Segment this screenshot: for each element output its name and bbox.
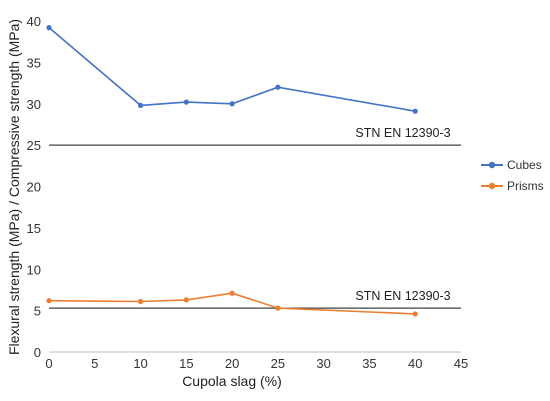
- x-tick-label: 10: [133, 356, 147, 371]
- y-tick-label: 0: [34, 345, 41, 360]
- y-axis-ticks: 0 5 10 15 20 25 30 35 40: [27, 14, 41, 360]
- series-line: [48, 26, 416, 112]
- y-axis-title: Flexural strength (MPa) / Compressive st…: [6, 19, 22, 355]
- data-point: [137, 298, 144, 305]
- x-tick-label: 5: [91, 356, 98, 371]
- data-point: [275, 84, 281, 90]
- y-tick-label: 10: [27, 262, 41, 277]
- series-line: [48, 292, 416, 315]
- x-tick-label: 45: [454, 356, 468, 371]
- legend-label: Prisms: [507, 179, 544, 193]
- y-tick-label: 30: [27, 97, 41, 112]
- legend-label: Cubes: [507, 158, 542, 172]
- reference-line-label: STN EN 12390-3: [355, 126, 450, 140]
- x-axis-title: Cupola slag (%): [182, 373, 282, 389]
- data-point: [412, 108, 418, 114]
- data-point: [183, 99, 189, 105]
- series-prisms: [46, 290, 418, 317]
- data-point: [229, 290, 235, 296]
- series-group: [46, 25, 418, 317]
- y-tick-label: 5: [34, 304, 41, 319]
- data-point: [412, 311, 418, 317]
- data-point: [183, 297, 189, 303]
- x-tick-label: 25: [271, 356, 285, 371]
- x-tick-label: 15: [179, 356, 193, 371]
- data-point: [46, 298, 52, 304]
- y-tick-label: 15: [27, 221, 41, 236]
- x-axis-ticks: 0 5 10 15 20 25 30 35 40 45: [45, 356, 468, 371]
- data-point: [137, 102, 144, 109]
- reference-lines: STN EN 12390-3 STN EN 12390-3: [49, 126, 461, 309]
- y-tick-label: 25: [27, 138, 41, 153]
- x-tick-label: 20: [225, 356, 239, 371]
- y-tick-label: 40: [27, 14, 41, 29]
- legend-swatch-marker: [488, 161, 496, 169]
- x-tick-label: 40: [408, 356, 422, 371]
- legend: Cubes Prisms: [481, 158, 544, 193]
- x-tick-label: 35: [362, 356, 376, 371]
- series-cubes: [46, 25, 418, 114]
- y-tick-label: 20: [27, 180, 41, 195]
- legend-swatch-marker: [488, 182, 496, 190]
- data-point: [229, 101, 235, 107]
- reference-line-label: STN EN 12390-3: [355, 289, 450, 303]
- x-tick-label: 30: [316, 356, 330, 371]
- data-point: [46, 25, 52, 31]
- x-tick-label: 0: [45, 356, 52, 371]
- y-tick-label: 35: [27, 55, 41, 70]
- data-point: [275, 305, 281, 311]
